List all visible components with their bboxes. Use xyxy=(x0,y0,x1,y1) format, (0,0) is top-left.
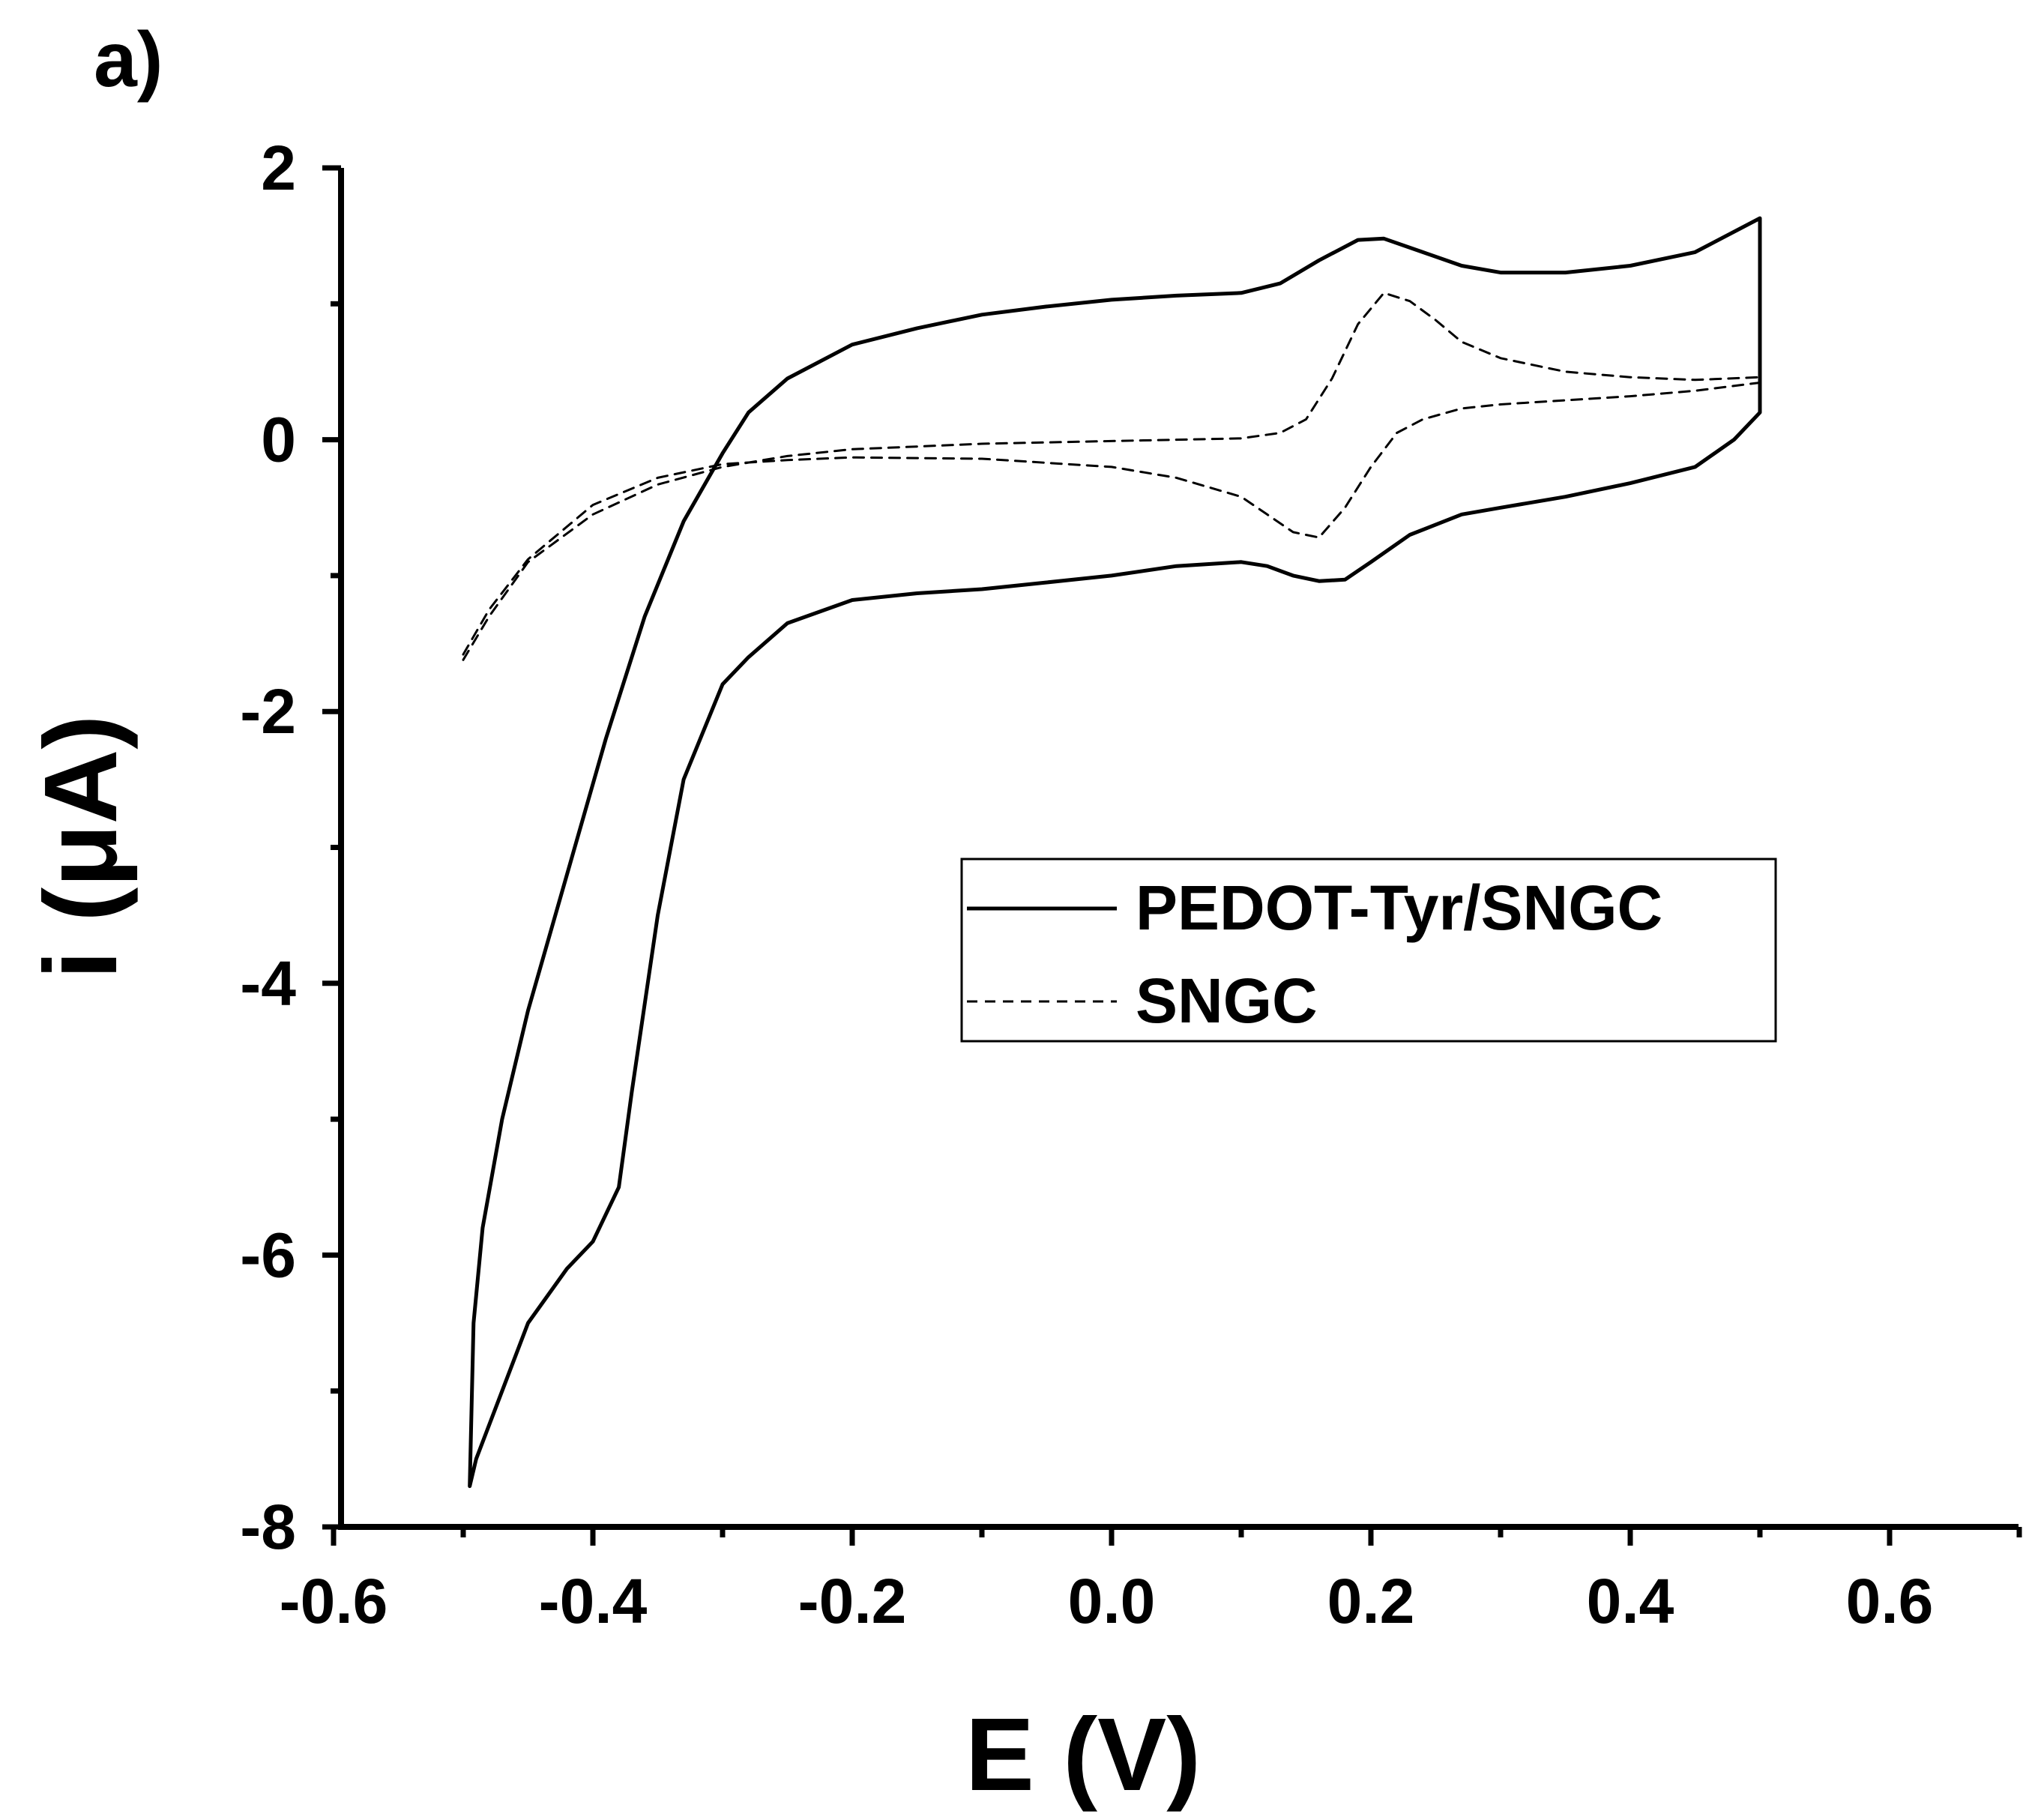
series-line-sngc xyxy=(462,292,1761,661)
x-axis-title: E (V) xyxy=(965,1697,1201,1813)
x-tick-label: -0.4 xyxy=(539,1566,648,1636)
y-tick-label: 0 xyxy=(261,405,296,475)
x-tick-label: 0.0 xyxy=(1068,1566,1156,1636)
x-axis-ticks: -0.6 -0.4 -0.2 0.0 0.2 0.4 0.6 xyxy=(280,1527,2022,1636)
y-tick-label: 2 xyxy=(261,133,296,203)
x-tick-label: 0.6 xyxy=(1846,1566,1934,1636)
legend-label-pedot-tyr-sngc: PEDOT-Tyr/SNGC xyxy=(1136,873,1662,943)
legend-box xyxy=(960,858,1777,1043)
x-tick-label: 0.4 xyxy=(1587,1566,1674,1636)
legend-label-sngc: SNGC xyxy=(1136,965,1318,1036)
y-axis-title: i (μA) xyxy=(23,715,139,980)
legend: PEDOT-Tyr/SNGC SNGC xyxy=(960,858,1777,1043)
y-tick-label: -8 xyxy=(240,1492,296,1562)
x-tick-label: 0.2 xyxy=(1327,1566,1415,1636)
panel-label: a) xyxy=(94,16,163,103)
y-axis-ticks: 2 0 -2 -4 -6 -8 xyxy=(240,133,341,1562)
series-line-pedot-tyr-sngc xyxy=(468,216,1762,1489)
y-tick-label: -6 xyxy=(240,1220,296,1290)
x-tick-label: -0.6 xyxy=(280,1566,388,1636)
series-layer xyxy=(462,216,1762,1489)
plot-area xyxy=(338,168,2019,1530)
y-tick-label: -2 xyxy=(240,676,296,747)
y-tick-label: -4 xyxy=(240,948,296,1019)
x-tick-label: -0.2 xyxy=(798,1566,907,1636)
